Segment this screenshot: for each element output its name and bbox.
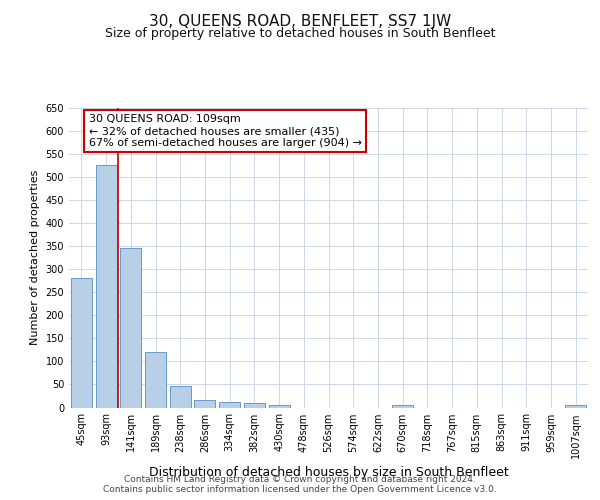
Bar bbox=[194, 400, 215, 407]
Bar bbox=[95, 165, 116, 408]
Text: 30 QUEENS ROAD: 109sqm
← 32% of detached houses are smaller (435)
67% of semi-de: 30 QUEENS ROAD: 109sqm ← 32% of detached… bbox=[89, 114, 362, 148]
Bar bbox=[219, 402, 240, 407]
Text: Contains HM Land Registry data © Crown copyright and database right 2024.
Contai: Contains HM Land Registry data © Crown c… bbox=[103, 474, 497, 494]
Bar bbox=[565, 405, 586, 407]
Bar bbox=[120, 248, 141, 408]
Bar bbox=[244, 404, 265, 407]
Bar bbox=[145, 352, 166, 408]
X-axis label: Distribution of detached houses by size in South Benfleet: Distribution of detached houses by size … bbox=[149, 466, 508, 479]
Bar bbox=[71, 278, 92, 407]
Bar bbox=[269, 405, 290, 407]
Bar bbox=[170, 386, 191, 407]
Text: 30, QUEENS ROAD, BENFLEET, SS7 1JW: 30, QUEENS ROAD, BENFLEET, SS7 1JW bbox=[149, 14, 451, 29]
Text: Size of property relative to detached houses in South Benfleet: Size of property relative to detached ho… bbox=[105, 28, 495, 40]
Y-axis label: Number of detached properties: Number of detached properties bbox=[30, 170, 40, 345]
Bar bbox=[392, 405, 413, 407]
